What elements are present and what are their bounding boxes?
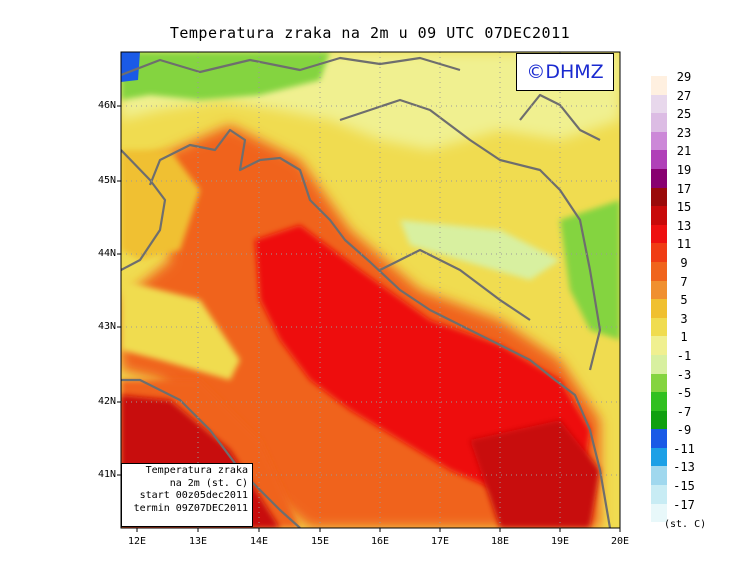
legend-label: 7 [680, 274, 688, 289]
info-box: Temperatura zraka na 2m (st. C) start 00… [121, 463, 253, 527]
legend-label: 5 [680, 293, 688, 308]
legend-swatch [651, 113, 667, 132]
x-tick-label: 19E [550, 536, 570, 547]
info-line: termin 09Z07DEC2011 [133, 502, 248, 514]
legend-label: 23 [676, 125, 692, 140]
legend-label: 13 [676, 218, 692, 233]
legend-swatch [651, 261, 667, 281]
y-tick-label: 45N [97, 175, 116, 186]
y-tick-label: 41N [97, 469, 116, 480]
legend-label: -7 [676, 404, 692, 419]
legend-label: 21 [676, 144, 692, 159]
x-tick-label: 15E [310, 536, 330, 547]
legend-label: 25 [676, 107, 692, 122]
info-line: start 00z05dec2011 [139, 490, 248, 501]
legend-label: -17 [673, 497, 695, 512]
legend-swatch [651, 429, 667, 448]
legend-label: -1 [676, 348, 692, 363]
legend-swatch [651, 336, 667, 355]
temperature-field [121, 52, 620, 528]
y-tick-label: 46N [97, 100, 116, 111]
legend-label: -9 [676, 423, 692, 438]
info-line: Temperatura zraka [145, 465, 248, 476]
legend-label: 1 [680, 330, 688, 345]
legend-swatch [651, 447, 667, 467]
legend-label: 15 [676, 200, 692, 215]
legend-swatch [651, 280, 667, 300]
legend-label: -11 [673, 441, 695, 456]
legend-swatch [651, 503, 667, 523]
x-tick-label: 12E [127, 536, 147, 547]
y-tick-label: 42N [97, 396, 116, 407]
x-tick-label: 13E [188, 536, 208, 547]
x-tick-label: 16E [370, 536, 390, 547]
legend-swatch [651, 187, 667, 207]
legend-label: -13 [673, 460, 695, 475]
y-tick-label: 43N [97, 321, 116, 332]
legend-label: 11 [676, 237, 692, 252]
legend-swatch [651, 354, 667, 374]
dhmz-logo: ©DHMZ [516, 53, 614, 91]
legend-swatch [651, 392, 667, 411]
legend-label: 29 [676, 70, 692, 84]
legend-swatch [651, 317, 667, 337]
coastline-lines [121, 56, 612, 528]
legend-swatch [651, 485, 667, 504]
legend-label: -3 [676, 367, 692, 382]
x-tick-label: 20E [610, 536, 630, 547]
plot-frame [120, 51, 621, 529]
legend-swatch [651, 373, 667, 393]
legend-label: -15 [673, 479, 695, 494]
legend-swatch [651, 168, 667, 188]
legend-unit: (st. C) [664, 519, 707, 530]
legend-swatch [651, 131, 667, 151]
legend-swatch [651, 150, 667, 169]
info-line: na 2m (st. C) [169, 477, 248, 489]
legend-swatch [651, 243, 667, 262]
legend-swatch [651, 94, 667, 114]
legend-swatch [651, 76, 667, 95]
legend-swatch [651, 224, 667, 244]
x-tick-label: 14E [249, 536, 269, 547]
map-title: Temperatura zraka na 2m u 09 UTC 07DEC20… [169, 24, 571, 42]
legend-label: 19 [676, 162, 692, 177]
x-tick-label: 18E [490, 536, 510, 547]
legend-label: 17 [676, 181, 692, 196]
legend-swatch [651, 206, 667, 225]
legend-label: 9 [680, 255, 688, 270]
legend-swatch [651, 410, 667, 430]
legend-label: 27 [676, 88, 692, 103]
grid-lines [121, 52, 620, 528]
legend-swatch [651, 466, 667, 486]
legend-label: -5 [676, 386, 692, 401]
x-tick-label: 17E [430, 536, 450, 547]
axis-ticks [117, 105, 621, 532]
legend-swatch [651, 299, 667, 318]
y-tick-label: 44N [97, 248, 116, 259]
legend-label: 3 [680, 311, 688, 326]
